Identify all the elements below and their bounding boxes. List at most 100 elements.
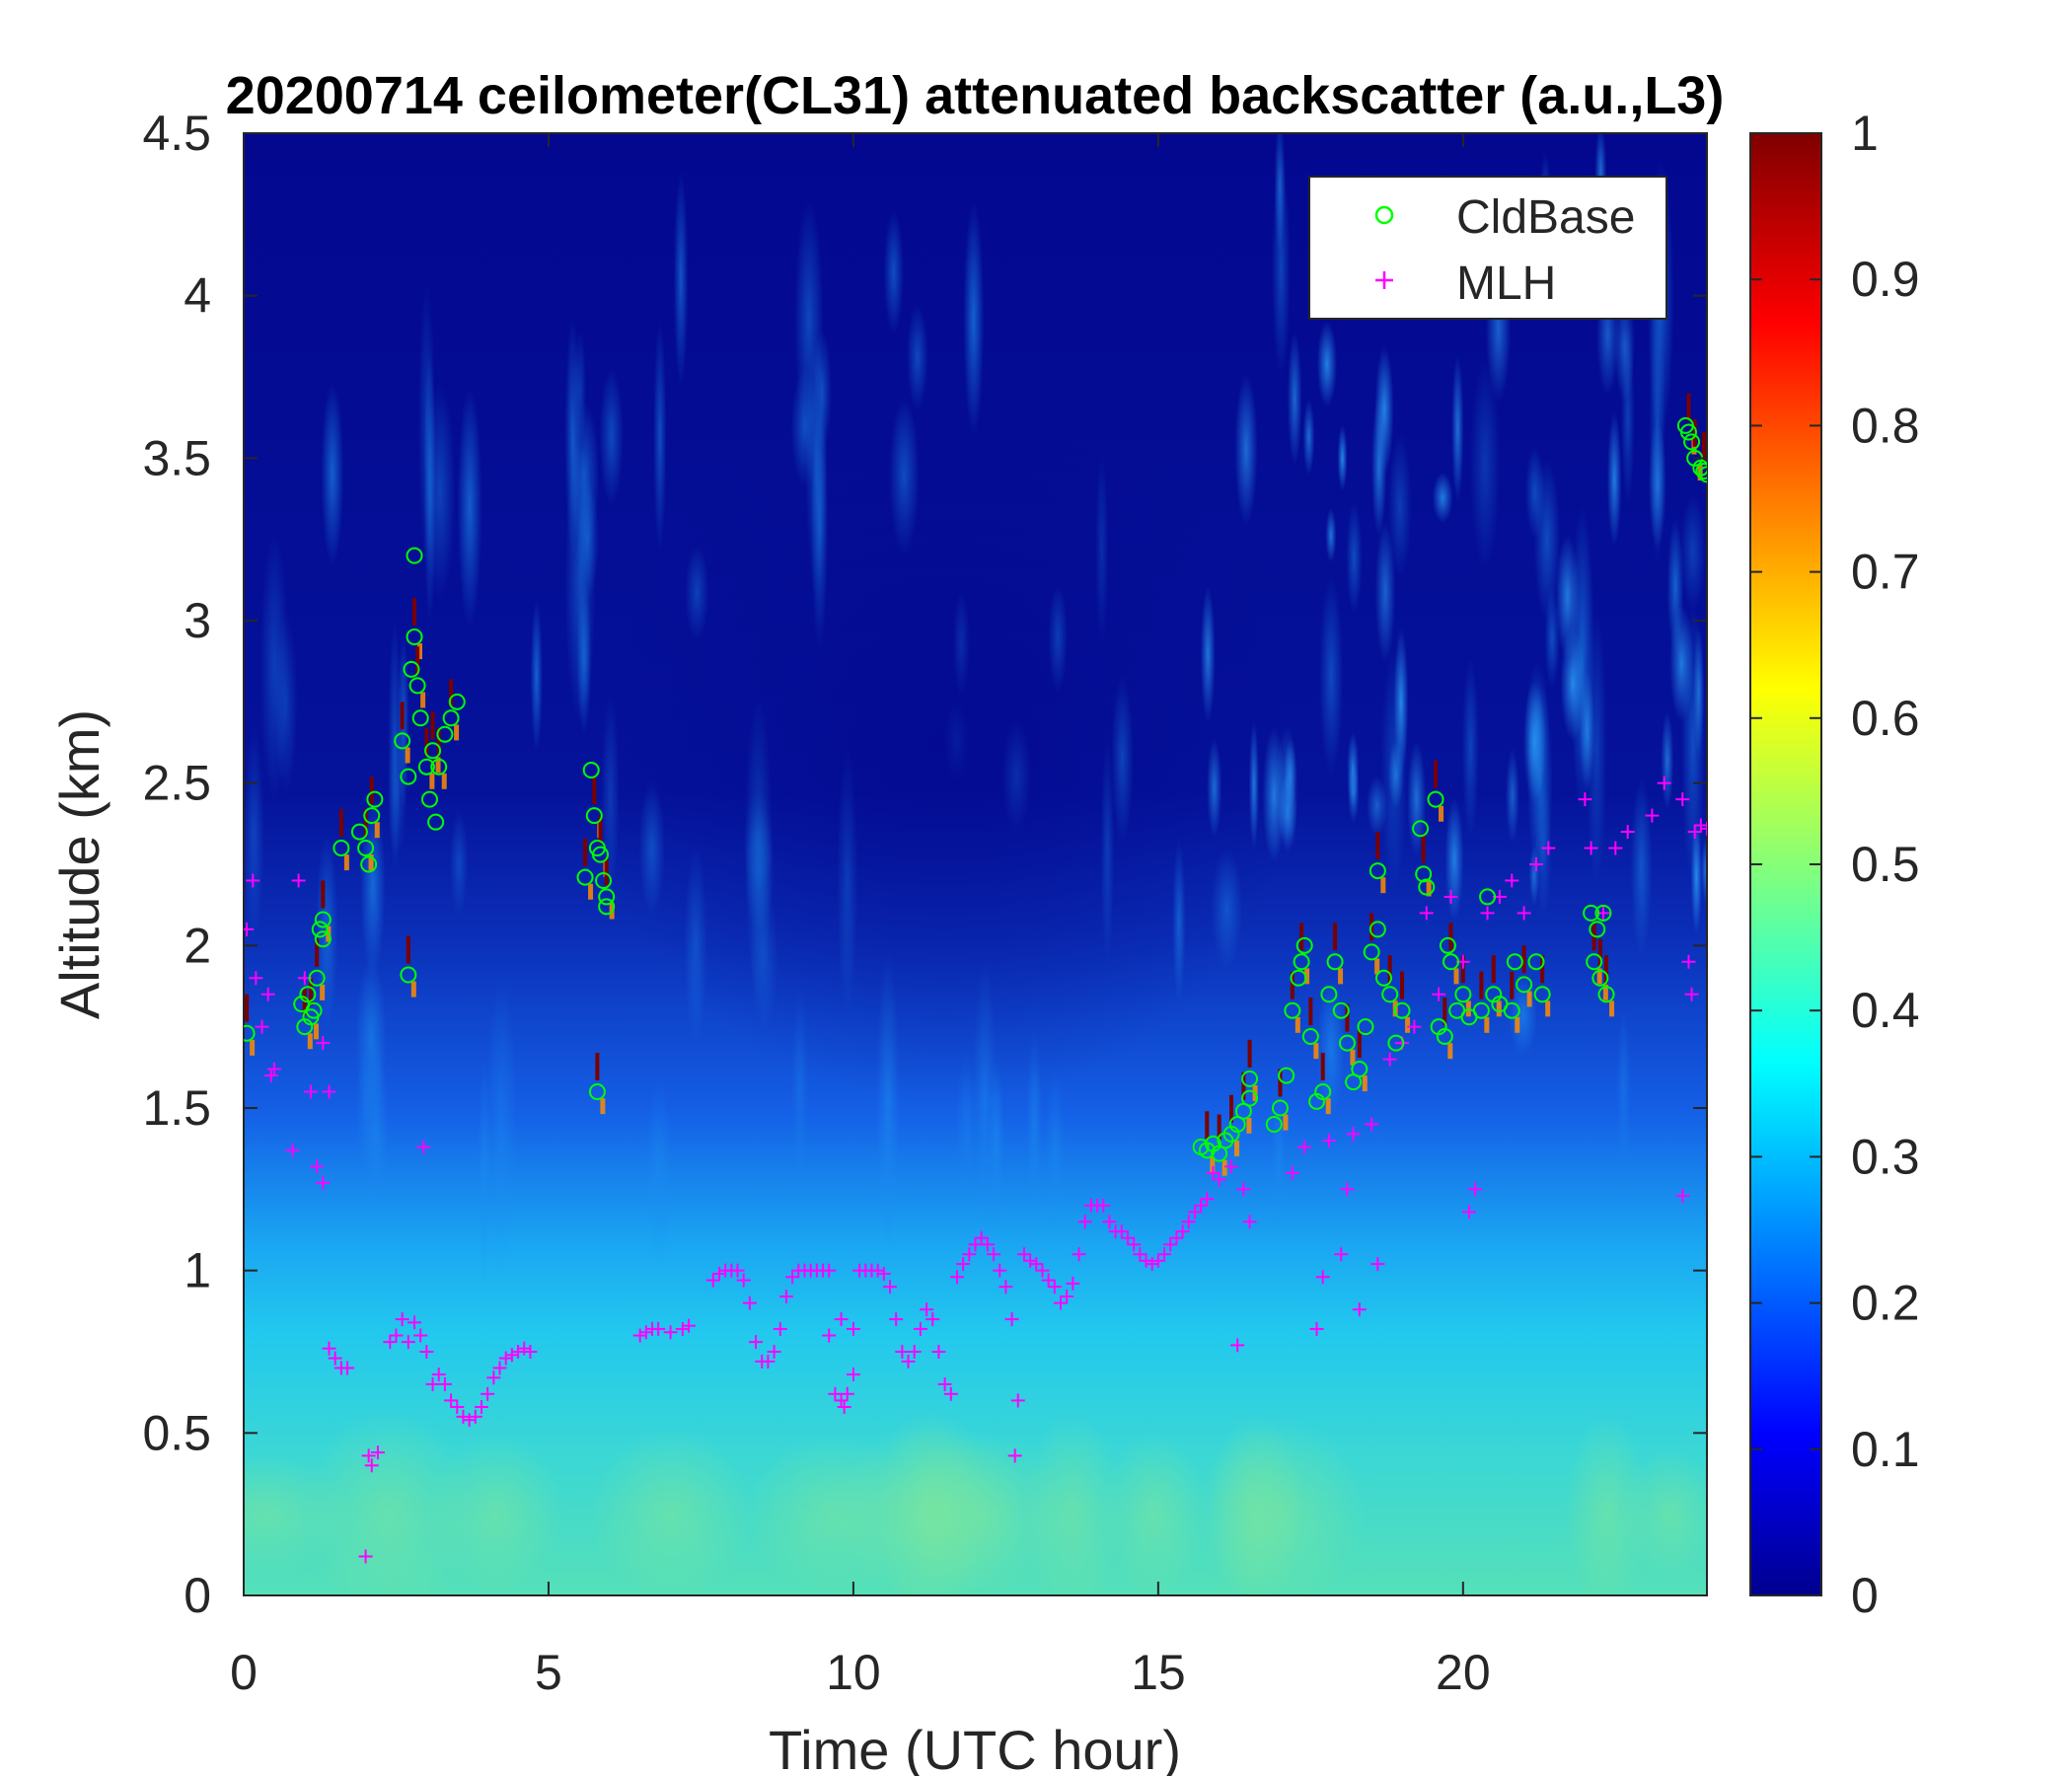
backscatter-streak xyxy=(1387,433,1412,578)
backscatter-patch xyxy=(1693,625,1705,758)
cldbase-point xyxy=(585,807,603,825)
cldbase-point xyxy=(436,725,454,743)
mlh-point xyxy=(834,1393,849,1408)
cldbase-point xyxy=(430,758,448,776)
mlh-point xyxy=(956,1257,971,1272)
cldbase-point xyxy=(1692,459,1707,477)
mlh-point xyxy=(413,1328,428,1343)
cloud-echo xyxy=(449,679,454,707)
mlh-point xyxy=(767,1345,781,1359)
backscatter-streak xyxy=(1461,657,1480,840)
cldbase-point xyxy=(595,871,613,889)
colorbar-tick-label: 0.6 xyxy=(1851,691,1920,746)
cldbase-point xyxy=(1436,1028,1453,1046)
mlh-point xyxy=(834,1312,849,1327)
cldbase-point xyxy=(1415,865,1433,883)
cloud-echo xyxy=(1229,1094,1234,1123)
mlh-point xyxy=(761,1354,776,1369)
cloud-echo xyxy=(374,822,380,839)
cloud-echo xyxy=(592,777,597,805)
mlh-point xyxy=(1145,1257,1159,1272)
mlh-point xyxy=(1096,1198,1111,1213)
backscatter-streak xyxy=(1045,1073,1065,1228)
cloud-echo xyxy=(1380,877,1386,894)
mlh-point xyxy=(999,1280,1013,1295)
mlh-point xyxy=(943,1386,958,1401)
cldbase-point xyxy=(1393,1001,1411,1019)
colorbar: 0 0.1 0.2 0.3 0.4 0.5 0.6 0.7 0.8 0.9 1 xyxy=(1749,106,1920,1623)
cloud-echo xyxy=(1333,923,1338,951)
cldbase-point xyxy=(1472,1001,1490,1019)
mlh-point xyxy=(949,1270,964,1285)
cldbase-point xyxy=(1439,936,1456,954)
cloud-echo xyxy=(1304,968,1310,985)
mlh-point xyxy=(266,1062,281,1076)
cldbase-point xyxy=(1326,953,1344,971)
cloud-echo xyxy=(1448,923,1453,951)
mlh-point xyxy=(246,873,260,888)
cldbase-point xyxy=(394,732,411,750)
backscatter-patch xyxy=(1274,133,1286,255)
cloud-echo xyxy=(588,883,594,900)
mlh-point xyxy=(1297,1140,1312,1154)
surface-aerosol-patch xyxy=(303,1409,475,1595)
mlh-point xyxy=(1370,1257,1385,1272)
mlh-point xyxy=(1340,1182,1355,1197)
mlh-point xyxy=(416,1140,431,1154)
backscatter-patch xyxy=(1347,731,1360,807)
mlh-point xyxy=(882,1280,897,1295)
mlh-point xyxy=(1150,1253,1165,1268)
mlh-point xyxy=(1010,1393,1025,1408)
mlh-point xyxy=(468,1409,482,1424)
mlh-point xyxy=(389,1328,404,1343)
cldbase-point xyxy=(1418,878,1436,896)
backscatter-streak xyxy=(1533,458,1561,622)
mlh-point xyxy=(1352,1302,1367,1317)
cloud-echo xyxy=(1686,393,1691,421)
backscatter-streak xyxy=(424,383,456,599)
backscatter-streak xyxy=(478,1061,491,1284)
cldbase-point xyxy=(1241,1070,1259,1087)
cldbase-point xyxy=(1506,953,1523,971)
backscatter-streak xyxy=(449,809,469,917)
cloud-echo xyxy=(321,880,326,909)
cloud-echo xyxy=(1338,968,1344,985)
backscatter-streak xyxy=(564,318,581,557)
cloud-echo xyxy=(307,1033,313,1050)
mlh-point xyxy=(1700,821,1707,836)
mlh-point xyxy=(263,1069,278,1083)
mlh-point xyxy=(1407,1019,1422,1034)
backscatter-patch xyxy=(1337,424,1348,491)
mlh-point xyxy=(498,1351,513,1366)
mlh-point xyxy=(980,1237,995,1252)
cloud-echo xyxy=(1362,1075,1368,1092)
mlh-point xyxy=(1462,1205,1477,1220)
mlh-point xyxy=(1419,906,1434,921)
cloud-echo xyxy=(1491,955,1496,984)
mlh-point xyxy=(249,971,263,986)
y-tick-label: 4.5 xyxy=(142,106,211,161)
cloud-echo xyxy=(430,711,435,740)
cloud-echo xyxy=(1692,418,1697,447)
backscatter-streak xyxy=(906,304,928,410)
cloud-echo xyxy=(1205,1111,1210,1140)
cloud-echo xyxy=(1290,971,1295,999)
cldbase-point xyxy=(314,911,332,928)
cloud-echo xyxy=(1350,1049,1356,1066)
y-tick-label: 3 xyxy=(184,593,211,648)
mlh-point xyxy=(785,1270,800,1285)
cldbase-point xyxy=(1320,986,1338,1003)
cldbase-point xyxy=(400,768,417,785)
y-tick-label: 2.5 xyxy=(142,756,211,811)
cldbase-point xyxy=(1290,969,1307,987)
mlh-point xyxy=(876,1266,891,1281)
cldbase-point xyxy=(598,898,616,916)
backscatter-patch xyxy=(1234,373,1258,526)
mlh-point xyxy=(1285,1165,1299,1180)
mlh-point xyxy=(1309,1321,1324,1336)
cldbase-point xyxy=(406,628,423,645)
mlh-point xyxy=(419,1345,434,1359)
mlh-point xyxy=(1242,1215,1257,1229)
mlh-point xyxy=(303,1084,318,1099)
mlh-point xyxy=(364,1458,379,1473)
